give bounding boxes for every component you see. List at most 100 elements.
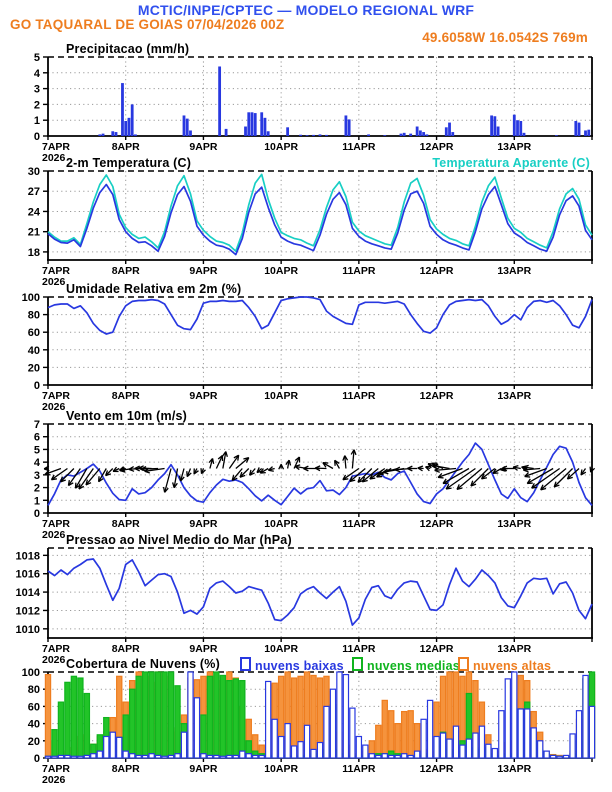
legend-label-baixas: nuvens baixas: [255, 659, 344, 673]
axis-tick-label: 13APR: [497, 265, 531, 277]
page-title: MCTIC/INPE/CPTEC — MODELO REGIONAL WRF: [137, 2, 475, 18]
axis-tick-label: 9APR: [189, 141, 217, 153]
axis-tick-label: 2026: [42, 774, 66, 786]
axis-tick-label: 2026: [42, 654, 66, 666]
axis-tick-label: 20: [28, 736, 40, 748]
axis-tick-label: 7APR: [42, 390, 70, 402]
axis-tick-label: 2026: [42, 276, 66, 288]
axis-tick-label: 9APR: [189, 390, 217, 402]
axis-tick-label: 12APR: [420, 390, 454, 402]
axis-tick-label: 2026: [42, 152, 66, 164]
axis-tick-label: 8APR: [112, 265, 140, 277]
axis-tick-label: 12APR: [420, 265, 454, 277]
axis-tick-label: 10APR: [264, 265, 298, 277]
panel-title-precipitation: Precipitacao (mm/h): [66, 42, 190, 56]
axis-tick-label: 2: [34, 99, 40, 111]
axis-tick-label: 7APR: [42, 763, 70, 775]
axis-tick-label: 24: [28, 206, 41, 218]
axis-tick-label: 5: [34, 52, 40, 64]
station-and-run-label: GO TAQUARAL DE GOIAS 07/04/2026 00Z: [10, 17, 285, 32]
axis-tick-label: 11APR: [342, 763, 376, 775]
panel-title-pressure: Pressao ao Nivel Medio do Mar (hPa): [66, 533, 292, 547]
axis-tick-label: 10APR: [264, 390, 298, 402]
legend-nuvens-altas: nuvens altas: [458, 657, 551, 673]
axis-tick-label: 7APR: [42, 518, 70, 530]
axis-tick-label: 13APR: [497, 763, 531, 775]
axis-tick-label: 1010: [16, 624, 40, 636]
axis-tick-label: 8APR: [112, 763, 140, 775]
axis-tick-label: 7APR: [42, 265, 70, 277]
axis-tick-label: 6: [34, 432, 40, 444]
axis-tick-label: 11APR: [342, 643, 376, 655]
axis-tick-label: 40: [28, 345, 40, 357]
axis-tick-label: 9APR: [189, 643, 217, 655]
axis-tick-label: 9APR: [189, 518, 217, 530]
axis-tick-label: 5: [34, 444, 40, 456]
axis-tick-label: 13APR: [497, 141, 531, 153]
legend-nuvens-baixas: nuvens baixas: [240, 657, 344, 673]
axis-tick-label: 10APR: [264, 141, 298, 153]
axis-tick-label: 4: [34, 68, 41, 80]
axis-tick-label: 11APR: [342, 141, 376, 153]
axis-tick-label: 11APR: [342, 390, 376, 402]
panel-title-wind: Vento em 10m (m/s): [66, 409, 188, 423]
axis-tick-label: 40: [28, 719, 40, 731]
axis-tick-label: 60: [28, 701, 40, 713]
legend-label-altas: nuvens altas: [473, 659, 552, 673]
axis-tick-label: 2026: [42, 401, 66, 413]
axis-tick-label: 9APR: [189, 265, 217, 277]
legend-box-baixas-icon: [240, 657, 251, 671]
axis-tick-label: 1012: [16, 605, 40, 617]
axis-tick-label: 60: [28, 327, 40, 339]
axis-tick-label: 7APR: [42, 643, 70, 655]
axis-tick-label: 12APR: [420, 643, 454, 655]
axis-tick-label: 0: [34, 131, 40, 143]
axis-tick-label: 20: [28, 362, 40, 374]
axis-tick-label: 30: [28, 166, 40, 178]
axis-tick-label: 100: [22, 667, 40, 679]
axis-tick-label: 80: [28, 684, 40, 696]
axis-tick-label: 100: [22, 292, 40, 304]
axis-tick-label: 18: [28, 247, 40, 259]
axis-tick-label: 2: [34, 483, 40, 495]
legend-label-medias: nuvens medias: [367, 659, 460, 673]
axis-tick-label: 12APR: [420, 141, 454, 153]
axis-tick-label: 1016: [16, 569, 40, 581]
panel-title-humidity: Umidade Relativa em 2m (%): [66, 282, 242, 296]
axis-tick-label: 1: [34, 495, 40, 507]
axis-tick-label: 8APR: [112, 390, 140, 402]
axis-tick-label: 11APR: [342, 265, 376, 277]
axis-tick-label: 3: [34, 84, 40, 96]
axis-tick-label: 10APR: [264, 518, 298, 530]
legend-nuvens-medias: nuvens medias: [352, 657, 460, 673]
panel-title-clouds: Cobertura de Nuvens (%): [66, 657, 220, 671]
axis-tick-label: 0: [34, 380, 40, 392]
axis-tick-label: 13APR: [497, 518, 531, 530]
axis-tick-label: 3: [34, 470, 40, 482]
axis-tick-label: 10APR: [264, 643, 298, 655]
legend-box-medias-icon: [352, 657, 363, 671]
axis-tick-label: 9APR: [189, 763, 217, 775]
axis-tick-label: 0: [34, 753, 40, 765]
axis-tick-label: 27: [28, 186, 40, 198]
axis-tick-label: 1018: [16, 550, 40, 562]
panel-title-temperature: 2-m Temperatura (C): [66, 156, 192, 170]
axis-tick-label: 7: [34, 419, 40, 431]
axis-tick-label: 80: [28, 310, 40, 322]
axis-tick-label: 11APR: [342, 518, 376, 530]
axis-tick-label: 8APR: [112, 643, 140, 655]
axis-tick-label: 1014: [16, 587, 41, 599]
legend-box-altas-icon: [458, 657, 469, 671]
axis-tick-label: 4: [34, 457, 41, 469]
axis-tick-label: 0: [34, 508, 40, 520]
axis-tick-label: 1: [34, 115, 40, 127]
axis-tick-label: 8APR: [112, 518, 140, 530]
axis-tick-label: 10APR: [264, 763, 298, 775]
axis-tick-label: 21: [28, 227, 40, 239]
